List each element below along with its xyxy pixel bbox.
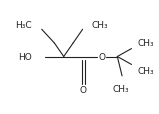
- Text: CH₃: CH₃: [137, 39, 154, 48]
- Text: CH₃: CH₃: [137, 66, 154, 75]
- Text: H₃C: H₃C: [16, 21, 32, 30]
- Text: O: O: [80, 85, 87, 94]
- Text: O: O: [98, 53, 105, 61]
- Text: CH₃: CH₃: [112, 84, 129, 93]
- Text: HO: HO: [18, 53, 32, 61]
- Text: CH₃: CH₃: [91, 21, 108, 30]
